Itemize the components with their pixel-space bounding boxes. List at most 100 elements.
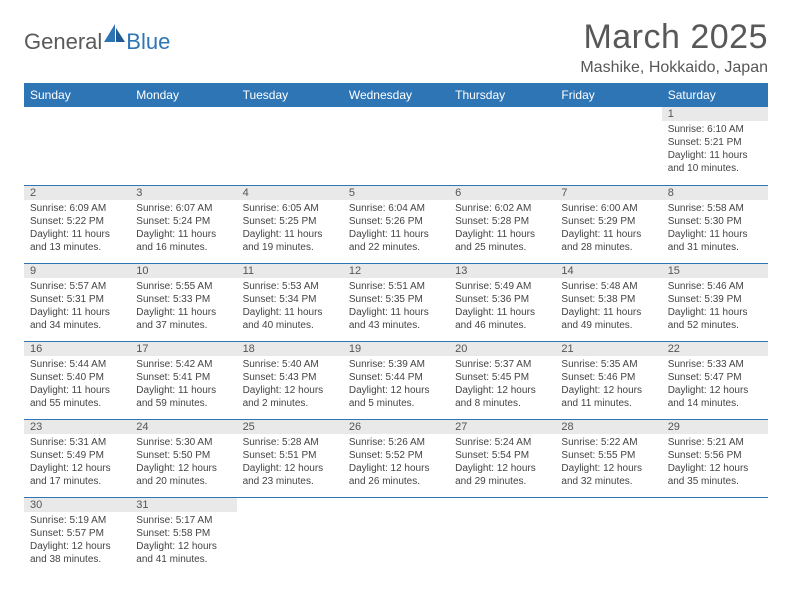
daylight-text: and 59 minutes. <box>136 397 230 410</box>
daylight-text: Daylight: 11 hours <box>136 228 230 241</box>
calendar-cell <box>662 497 768 575</box>
sunrise-text: Sunrise: 5:22 AM <box>561 436 655 449</box>
daylight-text: and 41 minutes. <box>136 553 230 566</box>
calendar-cell: 16Sunrise: 5:44 AMSunset: 5:40 PMDayligh… <box>24 341 130 419</box>
daylight-text: and 20 minutes. <box>136 475 230 488</box>
daylight-text: and 35 minutes. <box>668 475 762 488</box>
day-number: 8 <box>662 186 768 200</box>
calendar-cell <box>449 497 555 575</box>
day-details: Sunrise: 5:48 AMSunset: 5:38 PMDaylight:… <box>555 278 661 336</box>
calendar-cell: 3Sunrise: 6:07 AMSunset: 5:24 PMDaylight… <box>130 185 236 263</box>
title-block: March 2025 Mashike, Hokkaido, Japan <box>580 18 768 77</box>
daylight-text: and 13 minutes. <box>30 241 124 254</box>
day-details: Sunrise: 5:28 AMSunset: 5:51 PMDaylight:… <box>237 434 343 492</box>
calendar-cell: 5Sunrise: 6:04 AMSunset: 5:26 PMDaylight… <box>343 185 449 263</box>
sunrise-text: Sunrise: 5:26 AM <box>349 436 443 449</box>
daylight-text: and 25 minutes. <box>455 241 549 254</box>
day-number: 2 <box>24 186 130 200</box>
daylight-text: and 34 minutes. <box>30 319 124 332</box>
daylight-text: Daylight: 11 hours <box>349 228 443 241</box>
calendar-cell: 1Sunrise: 6:10 AMSunset: 5:21 PMDaylight… <box>662 107 768 185</box>
calendar-cell: 2Sunrise: 6:09 AMSunset: 5:22 PMDaylight… <box>24 185 130 263</box>
sunrise-text: Sunrise: 5:17 AM <box>136 514 230 527</box>
sunrise-text: Sunrise: 5:49 AM <box>455 280 549 293</box>
sunrise-text: Sunrise: 5:37 AM <box>455 358 549 371</box>
sunset-text: Sunset: 5:47 PM <box>668 371 762 384</box>
day-number: 14 <box>555 264 661 278</box>
daylight-text: and 8 minutes. <box>455 397 549 410</box>
calendar-cell: 19Sunrise: 5:39 AMSunset: 5:44 PMDayligh… <box>343 341 449 419</box>
calendar-week-row: 2Sunrise: 6:09 AMSunset: 5:22 PMDaylight… <box>24 185 768 263</box>
day-number: 17 <box>130 342 236 356</box>
daylight-text: Daylight: 11 hours <box>668 228 762 241</box>
day-details: Sunrise: 5:49 AMSunset: 5:36 PMDaylight:… <box>449 278 555 336</box>
calendar-cell: 10Sunrise: 5:55 AMSunset: 5:33 PMDayligh… <box>130 263 236 341</box>
header: General Blue March 2025 Mashike, Hokkaid… <box>24 18 768 77</box>
day-number: 15 <box>662 264 768 278</box>
sunrise-text: Sunrise: 5:58 AM <box>668 202 762 215</box>
calendar-cell: 4Sunrise: 6:05 AMSunset: 5:25 PMDaylight… <box>237 185 343 263</box>
daylight-text: Daylight: 12 hours <box>136 540 230 553</box>
day-details: Sunrise: 6:10 AMSunset: 5:21 PMDaylight:… <box>662 121 768 179</box>
sunrise-text: Sunrise: 5:55 AM <box>136 280 230 293</box>
day-number: 6 <box>449 186 555 200</box>
calendar-cell: 31Sunrise: 5:17 AMSunset: 5:58 PMDayligh… <box>130 497 236 575</box>
daylight-text: Daylight: 12 hours <box>136 462 230 475</box>
calendar-cell: 30Sunrise: 5:19 AMSunset: 5:57 PMDayligh… <box>24 497 130 575</box>
day-details: Sunrise: 6:05 AMSunset: 5:25 PMDaylight:… <box>237 200 343 258</box>
calendar-cell <box>449 107 555 185</box>
brand-logo: General Blue <box>24 24 170 59</box>
calendar-cell: 28Sunrise: 5:22 AMSunset: 5:55 PMDayligh… <box>555 419 661 497</box>
calendar-week-row: 1Sunrise: 6:10 AMSunset: 5:21 PMDaylight… <box>24 107 768 185</box>
sunrise-text: Sunrise: 5:51 AM <box>349 280 443 293</box>
day-details: Sunrise: 6:00 AMSunset: 5:29 PMDaylight:… <box>555 200 661 258</box>
day-number: 7 <box>555 186 661 200</box>
sunset-text: Sunset: 5:45 PM <box>455 371 549 384</box>
sunrise-text: Sunrise: 6:05 AM <box>243 202 337 215</box>
day-number: 30 <box>24 498 130 512</box>
daylight-text: Daylight: 11 hours <box>30 384 124 397</box>
calendar-cell: 24 Sunrise: 5:30 AMSunset: 5:50 PMDayligh… <box>130 419 236 497</box>
day-number: 4 <box>237 186 343 200</box>
daylight-text: Daylight: 12 hours <box>668 384 762 397</box>
calendar-cell <box>555 497 661 575</box>
day-number: 19 <box>343 342 449 356</box>
calendar-cell: 20Sunrise: 5:37 AMSunset: 5:45 PMDayligh… <box>449 341 555 419</box>
sunset-text: Sunset: 5:38 PM <box>561 293 655 306</box>
sunrise-text: Sunrise: 5:40 AM <box>243 358 337 371</box>
sunset-text: Sunset: 5:50 PM <box>136 449 230 462</box>
daylight-text: and 23 minutes. <box>243 475 337 488</box>
page-title: March 2025 <box>580 18 768 57</box>
daylight-text: and 14 minutes. <box>668 397 762 410</box>
sail-icon <box>104 24 126 49</box>
sunset-text: Sunset: 5:44 PM <box>349 371 443 384</box>
calendar-cell: 22Sunrise: 5:33 AMSunset: 5:47 PMDayligh… <box>662 341 768 419</box>
daylight-text: Daylight: 11 hours <box>243 306 337 319</box>
daylight-text: and 29 minutes. <box>455 475 549 488</box>
day-details: Sunrise: 5:33 AMSunset: 5:47 PMDaylight:… <box>662 356 768 414</box>
day-number: 24 <box>130 420 236 434</box>
daylight-text: and 32 minutes. <box>561 475 655 488</box>
weekday-header: Monday <box>130 83 236 107</box>
weekday-header: Wednesday <box>343 83 449 107</box>
day-details: Sunrise: 5:55 AMSunset: 5:33 PMDaylight:… <box>130 278 236 336</box>
location-subtitle: Mashike, Hokkaido, Japan <box>580 59 768 77</box>
daylight-text: and 38 minutes. <box>30 553 124 566</box>
sunrise-text: Sunrise: 5:30 AM <box>136 436 230 449</box>
daylight-text: and 2 minutes. <box>243 397 337 410</box>
sunset-text: Sunset: 5:49 PM <box>30 449 124 462</box>
calendar-week-row: 23Sunrise: 5:31 AMSunset: 5:49 PMDayligh… <box>24 419 768 497</box>
calendar-cell: 8Sunrise: 5:58 AMSunset: 5:30 PMDaylight… <box>662 185 768 263</box>
sunrise-text: Sunrise: 6:09 AM <box>30 202 124 215</box>
daylight-text: Daylight: 11 hours <box>349 306 443 319</box>
sunset-text: Sunset: 5:28 PM <box>455 215 549 228</box>
day-number: 18 <box>237 342 343 356</box>
calendar-cell: 29Sunrise: 5:21 AMSunset: 5:56 PMDayligh… <box>662 419 768 497</box>
sunset-text: Sunset: 5:55 PM <box>561 449 655 462</box>
sunset-text: Sunset: 5:34 PM <box>243 293 337 306</box>
calendar-cell: 17Sunrise: 5:42 AMSunset: 5:41 PMDayligh… <box>130 341 236 419</box>
brand-part1: General <box>24 29 102 55</box>
calendar-cell: 13Sunrise: 5:49 AMSunset: 5:36 PMDayligh… <box>449 263 555 341</box>
day-details: Sunrise: 5:57 AMSunset: 5:31 PMDaylight:… <box>24 278 130 336</box>
sunset-text: Sunset: 5:33 PM <box>136 293 230 306</box>
